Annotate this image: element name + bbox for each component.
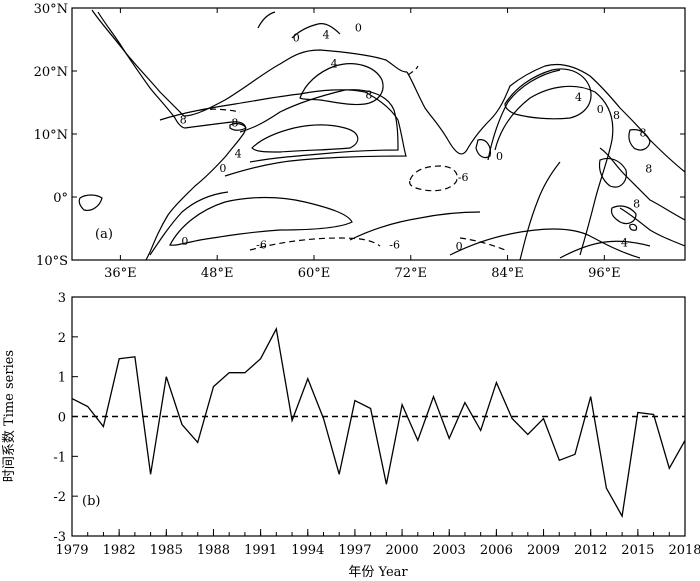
contour-label: -6 — [458, 171, 469, 184]
contour-8-south-west — [169, 196, 353, 246]
timeseries-line — [71, 326, 686, 519]
timeseries-y-tick-label: 2 — [58, 331, 66, 346]
timeseries-x-tick-label: 1991 — [244, 543, 277, 558]
map-x-tick-label: 48°E — [201, 266, 234, 281]
contour-4-south-central — [349, 211, 481, 241]
contour-label: 8 — [633, 197, 640, 210]
contour-label: 8 — [645, 163, 652, 176]
coastline-red-sea-east — [91, 9, 408, 117]
contour-label: 0 — [293, 32, 300, 45]
coastline-sumatra — [619, 207, 685, 247]
timeseries-x-tick-label: 1979 — [55, 543, 88, 558]
map-x-tick-label: 60°E — [298, 266, 331, 281]
timeseries-x-tick-label: 2006 — [480, 543, 513, 558]
contour-label: 0 — [219, 162, 226, 175]
coastline-gulf-persian — [257, 11, 341, 39]
contour-0-arabian — [159, 89, 407, 177]
contour-label: -6 — [389, 238, 400, 251]
map-x-tick-label: 96°E — [588, 266, 621, 281]
contour-label: 4 — [621, 236, 628, 249]
contour-label: 8 — [180, 114, 187, 127]
y-axis-label: 时间系数 Time series — [2, 350, 17, 482]
contour-label: -6 — [256, 238, 267, 251]
timeseries-panel-label: (b) — [82, 494, 100, 509]
timeseries-x-tick-label: 2015 — [621, 543, 654, 558]
contour-4-east-sumatra — [559, 240, 651, 259]
contour-neg6-central — [409, 165, 458, 192]
contour-8-east-3 — [628, 129, 651, 151]
timeseries-x-tick-label: 1988 — [197, 543, 230, 558]
map-x-tick-label: 72°E — [394, 266, 427, 281]
contour-label: 8 — [365, 88, 372, 101]
contour-4-bay — [494, 85, 614, 256]
contour-label: 8 — [640, 127, 647, 140]
contour-0-west-indian — [149, 191, 229, 256]
timeseries-y-tick-label: -2 — [53, 490, 66, 505]
timeseries-x-ticks: 1979 1982 1985 1988 1991 1994 1997 2000 2003 2006… — [55, 529, 700, 558]
coastline-horn-africa — [145, 121, 247, 260]
contour-neg6-south-east — [459, 237, 506, 251]
contour-0-bay — [487, 69, 561, 260]
contour-8-east-1 — [598, 157, 627, 188]
coastline-andaman — [599, 147, 685, 221]
timeseries-x-tick-label: 1994 — [291, 543, 324, 558]
contour-label: 0 — [456, 240, 463, 253]
timeseries-x-tick-label: 2018 — [668, 543, 700, 558]
contour-8-east-2 — [610, 205, 637, 225]
contour-label: 0 — [496, 150, 503, 163]
island-socotra — [229, 122, 247, 131]
contour-label: 8 — [613, 109, 620, 122]
map-x-ticks: 36°E 48°E 60°E 72°E 84°E 96°E — [104, 8, 621, 281]
timeseries-y-tick-label: -3 — [53, 530, 66, 545]
contour-label: 0 — [355, 22, 362, 35]
timeseries-x-tick-label: 1997 — [338, 543, 371, 558]
map-y-tick-label: 10°S — [36, 254, 68, 269]
island-small-1 — [629, 223, 638, 231]
timeseries-y-tick-label: 1 — [58, 371, 66, 386]
map-y-tick-label: 30°N — [34, 2, 68, 17]
contour-label: 4 — [331, 57, 338, 70]
contour-neg6-south — [249, 237, 381, 251]
timeseries-y-ticks: 3 2 1 0 -1 -2 -3 — [53, 291, 78, 545]
timeseries-x-tick-label: 1982 — [103, 543, 136, 558]
contour-8-arabian-south — [251, 124, 359, 153]
contour-dashed-indian-coast — [407, 65, 419, 76]
timeseries-y-tick-label: 0 — [58, 411, 66, 426]
timeseries-x-tick-label: 2000 — [386, 543, 419, 558]
coastline-india — [406, 63, 685, 173]
map-y-tick-label: 20°N — [34, 65, 68, 80]
contour-0-east-south — [449, 228, 641, 259]
timeseries-x-tick-label: 1985 — [150, 543, 183, 558]
island-srilanka — [475, 139, 491, 159]
timeseries-x-tick-label: 2009 — [527, 543, 560, 558]
timeseries-x-tick-label: 2003 — [433, 543, 466, 558]
contour-label: 0 — [597, 103, 604, 116]
timeseries-y-tick-label: -1 — [53, 450, 66, 465]
timeseries-y-tick-label: 3 — [58, 291, 66, 306]
contour-4-arabian — [239, 89, 399, 163]
map-panel-label: (a) — [95, 227, 113, 242]
contour-dashed-arabian-coast — [199, 108, 241, 113]
contour-label: 8 — [231, 117, 238, 130]
timeseries-x-tick-label: 2012 — [574, 543, 607, 558]
contour-label: 4 — [323, 28, 330, 41]
map-x-tick-label: 36°E — [104, 266, 137, 281]
map-y-tick-label: 10°N — [34, 128, 68, 143]
coastline-red-sea-west — [97, 11, 186, 129]
contour-label: 0 — [181, 235, 188, 248]
map-x-tick-label: 84°E — [491, 266, 524, 281]
x-axis-label: 年份 Year — [348, 565, 408, 580]
map-y-tick-label: 0° — [53, 191, 68, 206]
contour-label: 4 — [235, 148, 242, 161]
island-madagascar-tip — [78, 194, 103, 211]
map-y-ticks: 30°N 20°N 10°N 0° 10°S — [34, 2, 685, 269]
timeseries-panel: 1979 1982 1985 1988 1991 1994 1997 2000 2003 2006… — [2, 291, 700, 580]
contour-8-arabian-north — [299, 63, 384, 106]
contour-label: 4 — [575, 91, 582, 104]
